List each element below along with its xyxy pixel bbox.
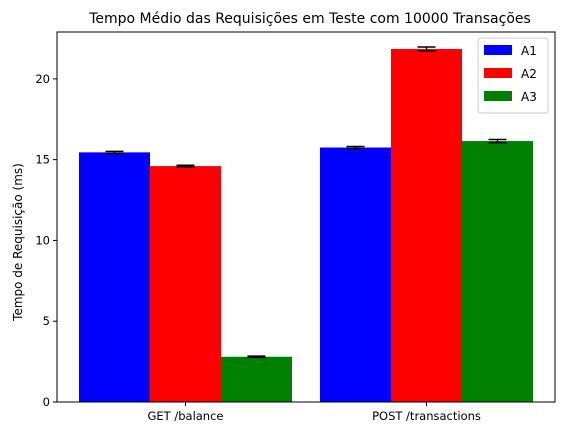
bars-group (79, 48, 533, 403)
bar-a3-0 (221, 356, 292, 402)
chart-title: Tempo Médio das Requisições em Teste com… (88, 11, 531, 27)
x-axis-ticks: GET /balance POST /transactions (147, 402, 481, 423)
y-tick-label-20: 20 (35, 72, 50, 86)
x-tick-label-0: GET /balance (147, 409, 223, 423)
bar-a2-0 (150, 166, 221, 402)
bar-a3-1 (462, 141, 533, 402)
y-tick-label-0: 0 (43, 395, 50, 409)
y-axis-label: Tempo de Requisição (ms) (11, 163, 25, 322)
error-bar-a3-1 (488, 138, 507, 144)
legend-swatch-a2 (484, 68, 512, 78)
y-tick-label-15: 15 (35, 153, 50, 167)
bar-a1-0 (79, 152, 150, 402)
error-bar-a3-0 (247, 355, 266, 359)
legend: A1 A2 A3 (477, 37, 549, 114)
legend-label-a2: A2 (521, 67, 537, 81)
legend-label-a3: A3 (521, 90, 537, 104)
y-axis-ticks: 0 5 10 15 20 (35, 72, 57, 409)
error-bar-a1-0 (105, 150, 124, 155)
legend-swatch-a1 (484, 45, 512, 55)
plot-frame (56, 31, 556, 403)
legend-swatch-a3 (484, 91, 512, 101)
legend-label-a1: A1 (521, 44, 537, 58)
error-bar-a1-1 (346, 145, 365, 150)
y-tick-label-10: 10 (35, 233, 50, 247)
error-bar-a2-0 (176, 164, 195, 168)
bar-a1-1 (320, 147, 391, 402)
error-bar-a2-1 (417, 46, 436, 52)
y-tick-label-5: 5 (43, 314, 50, 328)
x-tick-label-1: POST /transactions (372, 409, 481, 423)
bar-a2-1 (391, 48, 462, 403)
error-bars-group (105, 46, 507, 359)
